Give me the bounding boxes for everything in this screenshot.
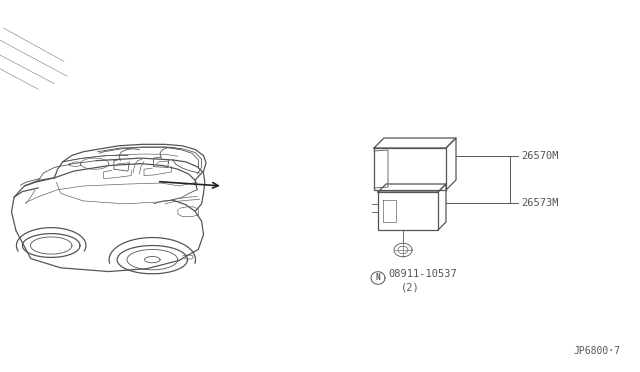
Text: 08911-10537: 08911-10537	[388, 269, 457, 279]
Text: 26570M: 26570M	[521, 151, 559, 161]
Text: N: N	[376, 273, 380, 282]
Text: (2): (2)	[401, 283, 420, 293]
Text: JP6800·7: JP6800·7	[573, 346, 620, 356]
Text: 26573M: 26573M	[521, 198, 559, 208]
